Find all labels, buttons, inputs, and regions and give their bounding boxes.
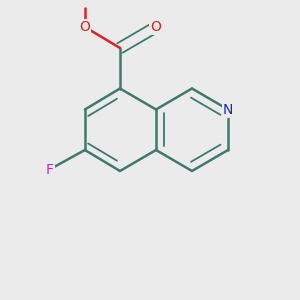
- Text: F: F: [46, 163, 53, 176]
- Text: O: O: [151, 20, 161, 34]
- Text: O: O: [80, 20, 90, 34]
- Text: N: N: [223, 103, 233, 116]
